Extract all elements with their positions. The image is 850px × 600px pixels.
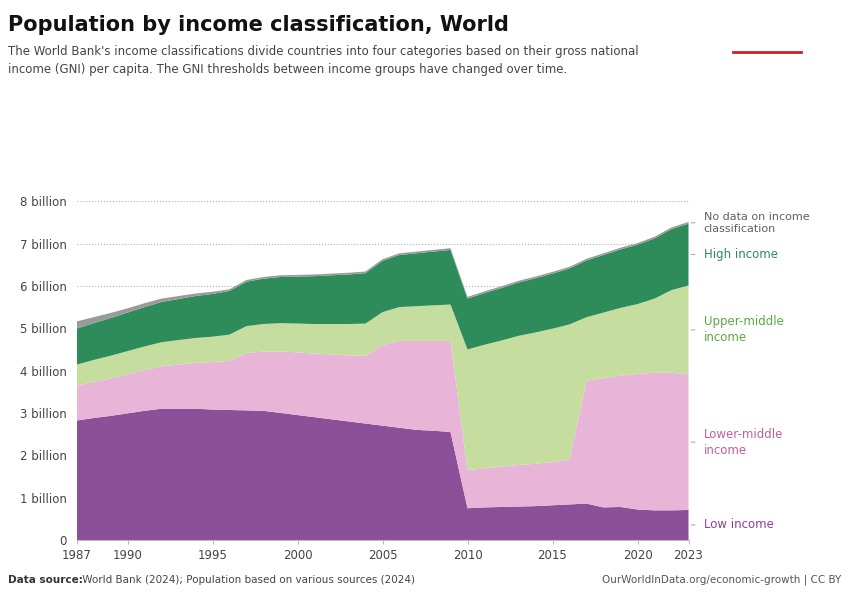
Text: Data source:: Data source: [8,575,83,585]
Text: Population by income classification, World: Population by income classification, Wor… [8,15,509,35]
Text: in Data: in Data [749,35,785,44]
Text: World Bank (2024); Population based on various sources (2024): World Bank (2024); Population based on v… [79,575,415,585]
Text: No data on income
classification: No data on income classification [704,212,809,234]
Text: Our World: Our World [741,22,793,31]
Text: The World Bank's income classifications divide countries into four categories ba: The World Bank's income classifications … [8,45,639,76]
Text: Upper-middle
income: Upper-middle income [704,316,784,344]
Text: OurWorldInData.org/economic-growth | CC BY: OurWorldInData.org/economic-growth | CC … [603,575,842,585]
Text: High income: High income [704,248,778,261]
Text: Lower-middle
income: Lower-middle income [704,428,783,457]
Text: Low income: Low income [704,518,774,532]
